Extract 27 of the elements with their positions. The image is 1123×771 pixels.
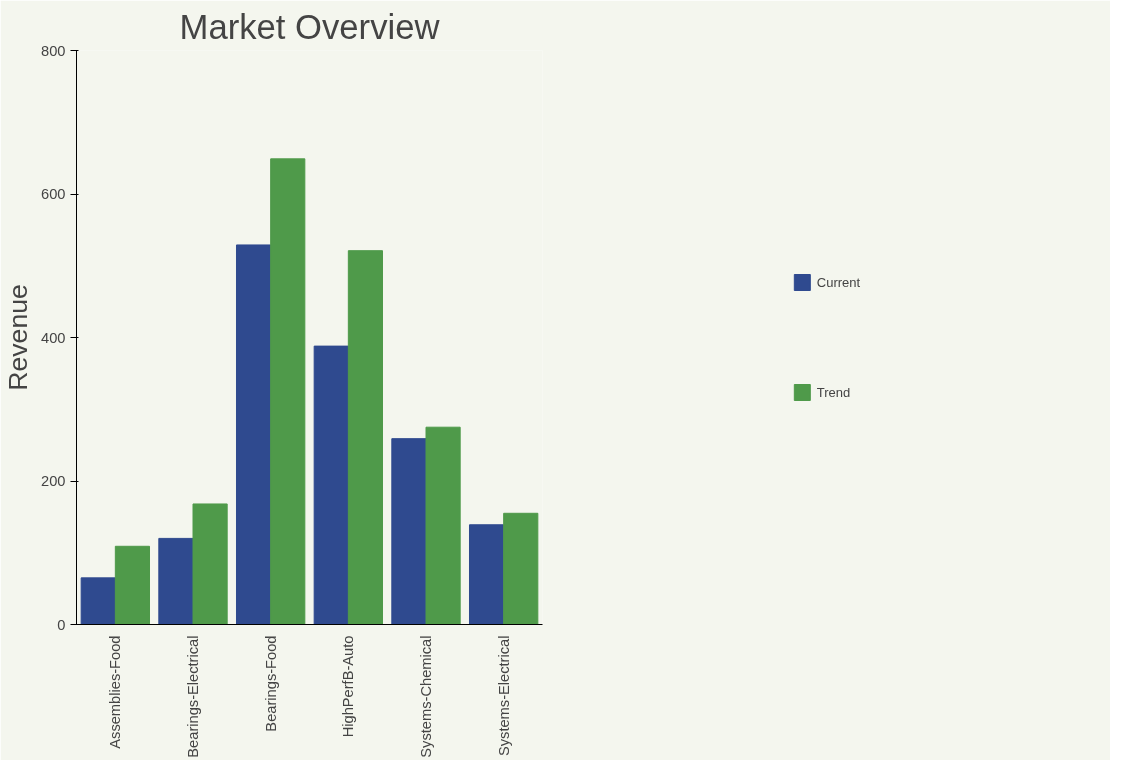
y-axis-title: Revenue [3,284,34,391]
bar [158,537,194,625]
legend-label: Current [816,274,861,290]
bar [270,158,306,625]
bar [192,503,228,625]
y-tick-label: 800 [41,42,66,59]
x-tick-label: Systems-Electrical [495,635,512,757]
chart-title: Market Overview [179,7,441,46]
y-tick-label: 0 [57,616,66,633]
legend-label: Trend [816,384,851,400]
bar [114,545,151,625]
bar [80,577,116,625]
x-tick-label: Bearings-Food [262,635,279,732]
x-tick-label: HighPerfB-Auto [340,635,357,738]
bar [391,438,427,625]
bar [313,345,349,625]
y-tick-label: 200 [41,473,66,489]
x-tick-label: Assemblies-Food [107,635,124,749]
y-tick-label: 400 [41,329,66,346]
y-tick-label: 600 [41,186,66,202]
bar [347,250,384,625]
x-tick-label: Bearings-Electrical [185,635,201,758]
bar [503,512,539,625]
bar [425,426,461,625]
bar [235,244,272,625]
bar [468,524,505,625]
x-tick-label: Systems-Chemical [418,635,434,758]
